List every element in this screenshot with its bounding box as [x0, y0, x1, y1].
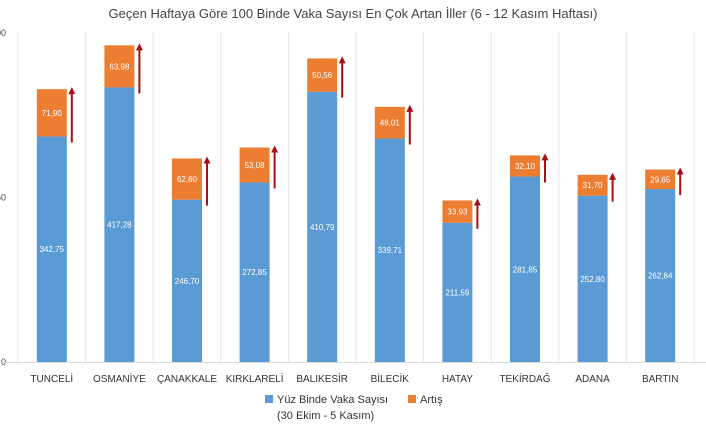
- increase-arrow: [68, 87, 76, 143]
- bar-increase: [104, 45, 135, 88]
- data-label-increase: 29,65: [650, 175, 671, 184]
- bar-base: [577, 195, 608, 362]
- bar-base: [374, 138, 405, 362]
- y-tick-label: 250: [0, 193, 6, 203]
- bar-base: [239, 182, 270, 362]
- increase-arrow: [609, 172, 617, 202]
- data-label-base: 272,85: [242, 268, 267, 277]
- data-label-increase: 71,90: [42, 109, 63, 118]
- increase-arrows: [68, 43, 684, 229]
- legend-label-series-1-period: (30 Ekim - 5 Kasım): [277, 410, 374, 422]
- legend-swatch-series-2: [408, 395, 416, 403]
- data-label-increase: 32,10: [515, 162, 536, 171]
- data-label-base: 342,75: [40, 245, 65, 254]
- data-label-increase: 31,70: [583, 181, 604, 190]
- data-label-base: 281,85: [513, 265, 538, 274]
- category-label: TEKİRDAĞ: [499, 372, 550, 385]
- data-label-base: 339,71: [378, 246, 403, 255]
- gridlines: [17, 32, 695, 362]
- data-label-base: 252,80: [580, 275, 605, 284]
- bar-base: [36, 136, 67, 362]
- data-label-base: 262,84: [648, 272, 673, 281]
- bar-base: [510, 176, 540, 362]
- category-label: OSMANİYE: [93, 372, 146, 385]
- legend-label-series-1: Yüz Binde Vaka Sayısı: [277, 394, 388, 406]
- category-label: BARTIN: [642, 374, 679, 385]
- increase-arrow: [541, 153, 549, 183]
- bar-base: [645, 189, 676, 362]
- increase-arrow: [473, 198, 481, 229]
- data-label-base: 417,28: [107, 221, 132, 230]
- bar-base: [442, 222, 473, 362]
- data-label-base: 246,70: [175, 277, 200, 286]
- category-label: HATAY: [442, 374, 473, 385]
- data-label-increase: 53,08: [245, 161, 266, 170]
- bar-increase: [510, 155, 540, 177]
- bar-base: [104, 87, 135, 363]
- increase-arrow: [406, 104, 414, 145]
- chart-title: Geçen Haftaya Göre 100 Binde Vaka Sayısı…: [109, 6, 598, 21]
- bar-base: [307, 91, 338, 362]
- data-label-base: 211,59: [445, 288, 469, 297]
- bar-increase: [36, 89, 67, 137]
- category-label: KIRKLARELİ: [226, 372, 284, 385]
- bar-increase: [374, 106, 405, 139]
- bar-increase: [307, 58, 338, 92]
- x-axis-categories: TUNCELİ OSMANİYE ÇANAKKALE KIRKLARELİ BALIKE…: [30, 372, 678, 385]
- category-label: TUNCELİ: [30, 372, 73, 385]
- category-label: BİLECİK: [371, 372, 410, 385]
- category-label: BALIKESİR: [296, 372, 348, 385]
- category-label: ADANA: [575, 374, 610, 385]
- bar-increase: [442, 200, 473, 223]
- data-labels: 342,75 71,90 417,28 63,98 246,70 62,60 272,85 5…: [40, 62, 673, 297]
- increase-arrow: [676, 167, 684, 196]
- data-label-increase: 50,56: [312, 71, 333, 80]
- increase-arrow: [203, 156, 211, 206]
- legend: Yüz Binde Vaka Sayısı (30 Ekim - 5 Kasım…: [265, 394, 443, 422]
- bar-increase: [577, 174, 608, 196]
- bars: [36, 45, 676, 363]
- legend-label-series-2: Artış: [420, 394, 443, 406]
- increase-arrow: [271, 145, 279, 189]
- data-label-increase: 33,93: [447, 208, 468, 217]
- bar-increase: [239, 147, 270, 183]
- data-label-increase: 62,60: [177, 175, 198, 184]
- data-label-increase: 63,98: [109, 62, 130, 71]
- data-label-base: 410,79: [310, 223, 335, 232]
- category-label: ÇANAKKALE: [157, 374, 217, 385]
- legend-swatch-series-1: [265, 395, 273, 403]
- y-tick-label: 500: [0, 28, 6, 38]
- bar-base: [172, 199, 202, 362]
- increase-arrow: [338, 56, 346, 98]
- bar-increase: [172, 158, 202, 200]
- increase-arrow: [135, 43, 143, 94]
- y-axis-ticks: 0250500: [0, 28, 6, 367]
- bar-increase: [645, 169, 676, 190]
- data-label-increase: 48,01: [380, 119, 401, 128]
